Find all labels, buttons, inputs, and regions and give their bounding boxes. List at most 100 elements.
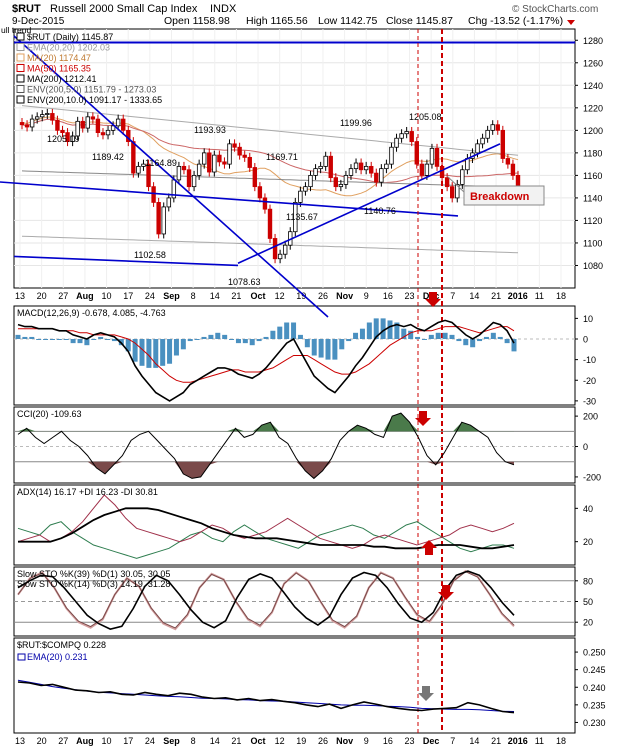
macd-hist-bar-44: [318, 339, 324, 358]
macd-hist-bar-11: [91, 339, 97, 340]
ratio-down-arrow-icon: [418, 686, 434, 701]
candle-body-14: [90, 116, 96, 120]
legend-text-2: MA(20) 1174.47: [27, 53, 91, 63]
price-ytick-label-7: 1220: [583, 103, 603, 113]
candle-body-33: [186, 169, 192, 188]
xtick-label-top-21: 14: [469, 291, 479, 301]
sto-k39-line: [17, 570, 515, 630]
candle-body-60: [323, 155, 328, 167]
xtick-label-bottom-20: 7: [450, 736, 455, 746]
header-copyright: © StockCharts.com: [512, 4, 598, 15]
candle-body-85: [450, 186, 455, 199]
macd-hist-bar-60: [428, 334, 434, 339]
header-high: High 1165.56: [246, 15, 308, 27]
macd-hist-bar-47: [339, 339, 345, 350]
macd-hist-bar-4: [43, 339, 49, 340]
xtick-label-top-12: 12: [275, 291, 285, 301]
candle-body-32: [181, 165, 187, 171]
ratio-ytick-label-1: 0.235: [583, 700, 606, 710]
xtick-label-top-4: 10: [102, 291, 112, 301]
macd-ytick-label-1: 0: [583, 335, 588, 345]
price-annotation-1: 1189.42: [92, 152, 124, 162]
breakdown-label: Breakdown: [470, 191, 530, 203]
macd-hist-bar-28: [208, 334, 214, 339]
candle-body-88: [465, 158, 470, 171]
macd-hist-bar-70: [497, 336, 503, 339]
legend-swatch-6: [16, 95, 25, 104]
header-low: Low 1142.75: [318, 15, 378, 27]
price-annotation-2: 1164.89: [145, 158, 177, 168]
adx-panel-frame: [13, 484, 576, 566]
candle-body-63: [338, 183, 344, 188]
macd-hist-bar-13: [105, 339, 111, 340]
adx-label: ADX(14) 16.17 +DI 16.23 -DI 30.81: [17, 487, 158, 497]
xtick-label-top-8: 8: [191, 291, 196, 301]
macd-hist-bar-37: [270, 330, 276, 339]
candle-body-66: [353, 162, 359, 170]
candle-body-54: [293, 202, 298, 233]
candle-body-65: [348, 168, 354, 176]
candle-body-52: [282, 244, 288, 255]
candle-body-40: [222, 161, 227, 165]
ratio-ytick-label-2: 0.240: [583, 683, 606, 693]
macd-hist-bar-14: [111, 339, 117, 342]
xtick-label-top-10: 21: [231, 291, 241, 301]
macd-hist-bar-21: [160, 339, 166, 366]
header-exchange: INDX: [210, 3, 237, 15]
cci-ytick-label-2: -200: [583, 472, 601, 482]
macd-hist-bar-40: [291, 322, 297, 339]
xtick-label-bottom-2: 27: [58, 736, 68, 746]
xtick-label-bottom-4: 10: [102, 736, 112, 746]
macd-hist-bar-29: [215, 332, 221, 339]
ratio-panel-frame: [13, 637, 576, 734]
xtick-label-top-14: 26: [318, 291, 328, 301]
panels: 1080110011201140116011801200122012401260…: [0, 28, 606, 746]
macd-hist-bar-59: [421, 339, 427, 340]
price-ytick-label-4: 1160: [583, 171, 602, 181]
down-arrow-icon: [567, 20, 575, 25]
macd-hist-bar-8: [70, 339, 76, 344]
ratio-ytick-label-3: 0.245: [583, 665, 606, 675]
xtick-label-bottom-15: Nov: [336, 736, 353, 746]
candle-body-76: [404, 131, 409, 135]
candle-body-10: [70, 135, 75, 143]
candle-body-43: [237, 146, 242, 156]
env-lower-line: [21, 170, 519, 188]
macd-hist-bar-17: [132, 339, 138, 362]
candle-body-12: [80, 120, 85, 129]
xtick-label-bottom-8: 8: [191, 736, 196, 746]
candle-body-27: [156, 202, 161, 235]
adx-ytick-label-0: 40: [583, 504, 593, 514]
header-change: Chg -13.52 (-1.17%): [468, 15, 563, 27]
xtick-label-bottom-0: 13: [15, 736, 25, 746]
candle-body-17: [105, 129, 111, 136]
xtick-label-top-20: 7: [450, 291, 455, 301]
ma50-line: [21, 118, 519, 184]
macd-hist-bar-72: [511, 339, 517, 352]
xtick-label-top-18: 23: [405, 291, 415, 301]
candle-body-13: [85, 116, 90, 129]
breakdown-pointer: [446, 175, 465, 193]
macd-hist-bar-69: [490, 332, 496, 339]
price-ytick-label-0: 1080: [583, 261, 603, 271]
legend-swatch-5: [16, 85, 25, 93]
xtick-label-bottom-16: 9: [364, 736, 369, 746]
xtick-label-bottom-3: Aug: [76, 736, 94, 746]
xtick-label-top-16: 9: [364, 291, 369, 301]
xtick-label-bottom-18: 23: [405, 736, 415, 746]
macd-hist-bar-31: [229, 339, 235, 340]
macd-hist-bar-26: [194, 339, 200, 340]
candle-body-93: [490, 124, 495, 131]
macd-hist-bar-38: [277, 326, 283, 339]
candle-body-38: [212, 154, 217, 173]
ratio-label: $RUT:$COMPQ 0.228: [17, 640, 106, 650]
xtick-label-bottom-17: 16: [383, 736, 393, 746]
candle-body-36: [202, 152, 207, 165]
xtick-label-bottom-10: 21: [231, 736, 241, 746]
xtick-label-bottom-19: Dec: [423, 736, 440, 746]
candle-body-6: [50, 113, 55, 121]
macd-hist-bar-0: [15, 334, 21, 339]
price-annotation-8: 1199.96: [340, 118, 372, 128]
macd-hist-bar-16: [125, 339, 131, 352]
candle-body-5: [45, 113, 50, 115]
